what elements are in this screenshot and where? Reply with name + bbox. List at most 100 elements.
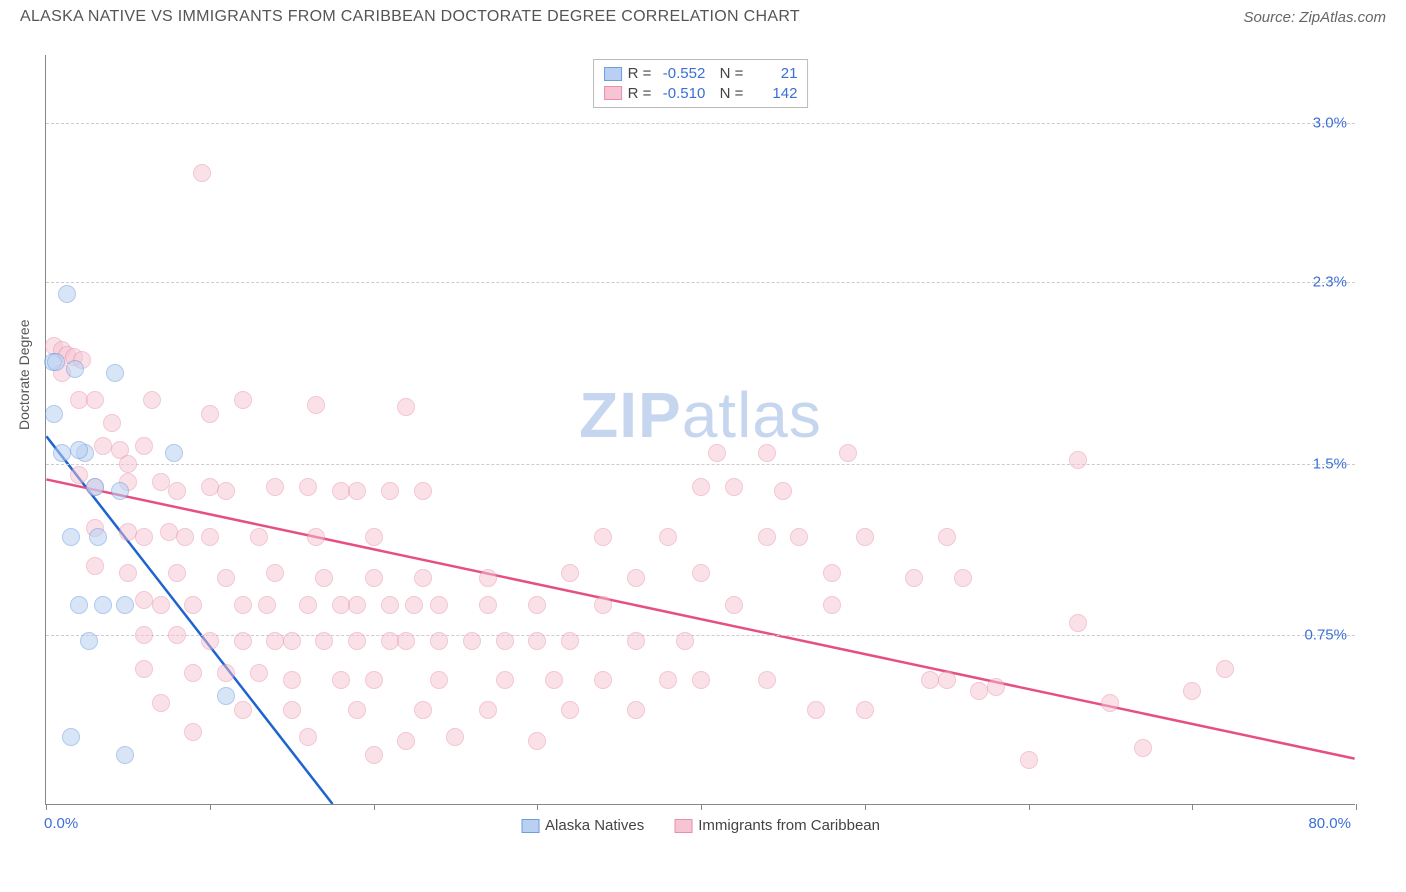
data-point — [463, 632, 481, 650]
data-point — [66, 360, 84, 378]
data-point — [184, 664, 202, 682]
data-point — [528, 632, 546, 650]
series-swatch-icon — [521, 819, 539, 833]
data-point — [283, 671, 301, 689]
data-point — [234, 596, 252, 614]
data-point — [89, 528, 107, 546]
data-point — [70, 466, 88, 484]
data-point — [692, 671, 710, 689]
data-point — [165, 444, 183, 462]
y-tick-label: 2.3% — [1313, 274, 1347, 291]
data-point — [1101, 694, 1119, 712]
data-point — [414, 701, 432, 719]
data-point — [94, 437, 112, 455]
data-point — [692, 478, 710, 496]
source-label: Source: ZipAtlas.com — [1243, 9, 1386, 26]
chart-plot-area: ZIPatlas R = -0.552 N = 21 R = -0.510 N … — [45, 55, 1355, 805]
data-point — [184, 723, 202, 741]
data-point — [921, 671, 939, 689]
r-value: -0.510 — [657, 84, 705, 104]
data-point — [807, 701, 825, 719]
data-point — [94, 596, 112, 614]
watermark-bold: ZIP — [579, 379, 682, 451]
data-point — [1216, 660, 1234, 678]
legend-label: Alaska Natives — [545, 817, 644, 834]
data-point — [676, 632, 694, 650]
watermark: ZIPatlas — [579, 378, 822, 452]
data-point — [176, 528, 194, 546]
data-point — [266, 478, 284, 496]
legend-stats-box: R = -0.552 N = 21 R = -0.510 N = 142 — [593, 59, 809, 108]
data-point — [708, 444, 726, 462]
data-point — [938, 671, 956, 689]
data-point — [315, 569, 333, 587]
x-tick — [1192, 804, 1193, 810]
data-point — [152, 694, 170, 712]
data-point — [561, 701, 579, 719]
data-point — [332, 671, 350, 689]
n-value: 142 — [749, 84, 797, 104]
data-point — [332, 596, 350, 614]
data-point — [332, 482, 350, 500]
data-point — [152, 596, 170, 614]
data-point — [758, 528, 776, 546]
data-point — [397, 398, 415, 416]
data-point — [938, 528, 956, 546]
data-point — [217, 482, 235, 500]
data-point — [217, 687, 235, 705]
data-point — [1134, 739, 1152, 757]
data-point — [47, 353, 65, 371]
data-point — [725, 478, 743, 496]
data-point — [119, 523, 137, 541]
data-point — [70, 391, 88, 409]
data-point — [299, 596, 317, 614]
data-point — [659, 671, 677, 689]
data-point — [348, 701, 366, 719]
data-point — [561, 564, 579, 582]
data-point — [299, 478, 317, 496]
data-point — [266, 564, 284, 582]
data-point — [790, 528, 808, 546]
data-point — [397, 732, 415, 750]
data-point — [86, 557, 104, 575]
data-point — [1069, 614, 1087, 632]
data-point — [62, 528, 80, 546]
data-point — [315, 632, 333, 650]
data-point — [414, 482, 432, 500]
data-point — [594, 528, 612, 546]
data-point — [58, 285, 76, 303]
data-point — [823, 564, 841, 582]
r-label: R = — [628, 64, 652, 84]
data-point — [545, 671, 563, 689]
gridline — [46, 123, 1355, 124]
data-point — [168, 482, 186, 500]
data-point — [299, 728, 317, 746]
data-point — [152, 473, 170, 491]
data-point — [528, 596, 546, 614]
data-point — [168, 564, 186, 582]
data-point — [561, 632, 579, 650]
data-point — [348, 482, 366, 500]
data-point — [307, 528, 325, 546]
data-point — [70, 596, 88, 614]
data-point — [627, 569, 645, 587]
data-point — [62, 728, 80, 746]
watermark-light: atlas — [682, 379, 822, 451]
gridline — [46, 282, 1355, 283]
r-label: R = — [628, 84, 652, 104]
data-point — [116, 596, 134, 614]
n-label: N = — [711, 84, 743, 104]
legend-bottom: Alaska Natives Immigrants from Caribbean — [521, 817, 880, 834]
data-point — [758, 671, 776, 689]
data-point — [53, 444, 71, 462]
data-point — [250, 528, 268, 546]
data-point — [397, 632, 415, 650]
data-point — [594, 671, 612, 689]
data-point — [381, 596, 399, 614]
data-point — [184, 596, 202, 614]
x-tick — [701, 804, 702, 810]
data-point — [496, 671, 514, 689]
n-value: 21 — [749, 64, 797, 84]
series-swatch-icon — [604, 67, 622, 81]
legend-item: Alaska Natives — [521, 817, 644, 834]
